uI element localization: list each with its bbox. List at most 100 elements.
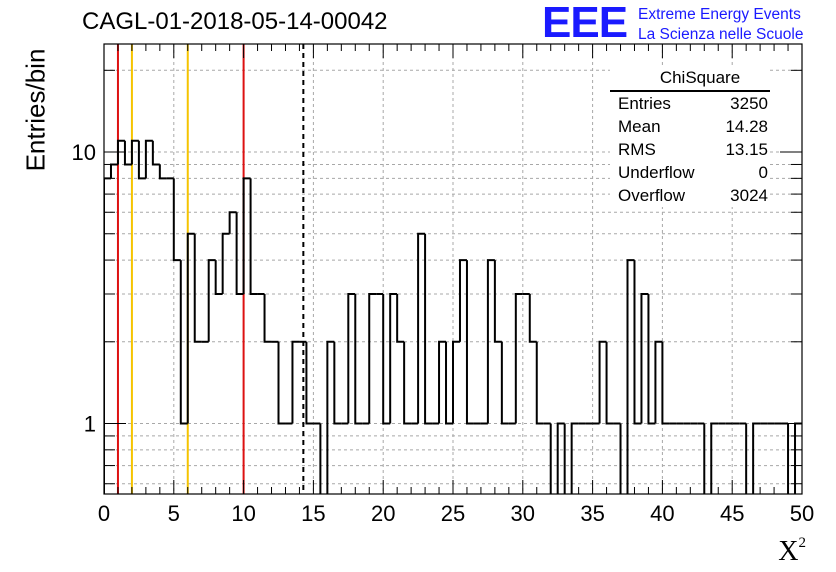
x-tick-label: 15 [301, 501, 325, 526]
histogram-bin [486, 259, 495, 424]
stats-value: 14.28 [725, 117, 768, 136]
histogram-bins [104, 139, 830, 534]
histogram-bin [528, 293, 537, 343]
histogram-bin [249, 178, 258, 295]
histogram-bin [123, 140, 132, 166]
histogram-bin [626, 259, 635, 494]
histogram-bin [647, 293, 656, 425]
histogram-bin [452, 340, 460, 424]
stats-value: 3024 [730, 186, 768, 205]
stats-row-underflow: Underflow 0 [610, 161, 770, 184]
histogram-bin [263, 293, 272, 343]
stats-label: Mean [618, 117, 661, 136]
histogram-bin [640, 292, 649, 424]
x-axis-label: X2 [778, 535, 806, 568]
stats-row-rms: RMS 13.15 [610, 138, 770, 161]
histogram-bin [535, 341, 544, 425]
histogram-bin [137, 140, 146, 180]
histogram-bin [158, 164, 167, 180]
histogram-bin [710, 422, 719, 494]
histogram-bin [633, 260, 642, 425]
histogram-bin [116, 139, 125, 165]
histogram-bin [333, 341, 342, 425]
histogram-bin [277, 341, 286, 425]
y-axis-label: Entries/bin [20, 48, 51, 172]
histogram-bin [179, 260, 188, 425]
stats-value: 3250 [730, 94, 768, 113]
eee-logo-mark: EEE [542, 0, 628, 47]
reference-lines [116, 44, 305, 494]
stats-row-entries: Entries 3250 [610, 92, 770, 115]
stats-label: Overflow [618, 186, 686, 205]
stats-value: 13.15 [725, 140, 768, 159]
logo-subtitle-line2: La Scienza nelle Scuole [638, 26, 804, 43]
histogram-bin [752, 422, 761, 494]
tick-labels: 0 5 10 15 20 25 30 35 40 45 50 1 10 [72, 140, 815, 526]
x-axis-label-base: X [778, 536, 799, 567]
histogram-bin [598, 340, 607, 424]
x-axis-label-superscript: 2 [798, 535, 807, 551]
histogram-bin [305, 341, 314, 425]
histogram-bin [745, 423, 748, 494]
histogram-bin [207, 259, 216, 342]
histogram-bin [214, 260, 223, 295]
histogram-bin [186, 232, 195, 424]
histogram-bin [104, 177, 111, 494]
x-tick-label: 5 [168, 501, 180, 526]
x-tick-label: 40 [650, 501, 674, 526]
histogram-bin [458, 259, 467, 342]
histogram-bin [654, 340, 663, 424]
x-tick-label: 0 [98, 501, 110, 526]
x-tick-label: 10 [231, 501, 255, 526]
histogram-bin [787, 423, 790, 494]
x-tick-label: 30 [511, 501, 535, 526]
y-tick-label: 10 [72, 140, 96, 165]
x-tick-label: 35 [580, 501, 604, 526]
stats-row-mean: Mean 14.28 [610, 115, 770, 138]
stats-label: Entries [618, 94, 671, 113]
histogram-bin [242, 177, 251, 294]
histogram-bin [144, 139, 153, 179]
stats-row-overflow: Overflow 3024 [610, 184, 770, 207]
histogram-bin [703, 423, 706, 494]
histogram-bin [193, 233, 202, 343]
histogram-bin [347, 292, 356, 424]
histogram-bin [109, 163, 118, 179]
histogram-bin [291, 340, 300, 424]
histogram-bin [424, 233, 433, 425]
x-tick-label: 25 [441, 501, 465, 526]
histogram-bin [389, 292, 398, 424]
logo-subtitle-line1: Extreme Energy Events [638, 6, 801, 23]
histogram-bin [417, 232, 426, 424]
histogram-bin [500, 341, 509, 425]
histogram-bin [823, 424, 830, 534]
y-tick-label: 1 [84, 412, 96, 437]
histogram-bin [368, 292, 377, 424]
histogram-bin [493, 260, 502, 343]
stats-box: ChiSquare Entries 3250 Mean 14.28 RMS 13… [610, 66, 770, 207]
histogram-bin [151, 140, 160, 166]
histogram-series [104, 139, 830, 534]
histogram-bin [354, 293, 363, 425]
histogram-bin [556, 422, 565, 494]
histogram-bin [549, 423, 552, 494]
histogram-bin [570, 422, 579, 494]
histogram-bin [326, 340, 335, 494]
histogram-bin [465, 260, 474, 425]
histogram-bin [172, 178, 181, 262]
stats-label: RMS [618, 140, 656, 159]
histogram-bin [235, 212, 244, 295]
chart-title: CAGL-01-2018-05-14-00042 [82, 8, 388, 35]
histogram-bin [382, 293, 391, 425]
histogram-bin [514, 292, 523, 424]
histogram-bin [396, 293, 405, 343]
histogram-bin [563, 423, 566, 494]
stats-value: 0 [758, 163, 768, 182]
histogram-bin [605, 341, 614, 425]
x-tick-label: 50 [790, 501, 814, 526]
x-tick-label: 45 [720, 501, 744, 526]
stats-label: Underflow [618, 163, 695, 182]
histogram-bin [319, 423, 322, 494]
histogram-bin [661, 341, 670, 425]
